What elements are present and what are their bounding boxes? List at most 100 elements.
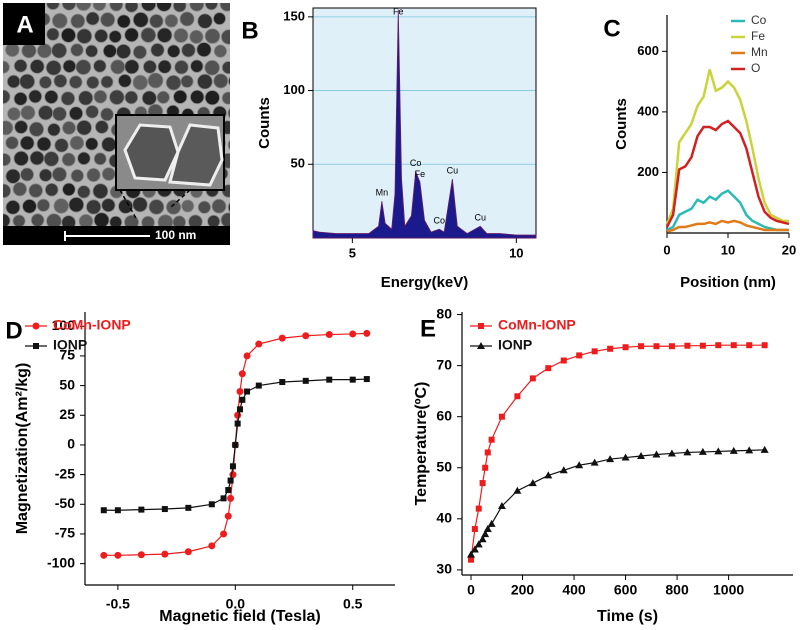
nanoparticle <box>3 60 10 74</box>
point <box>761 342 768 349</box>
nanoparticle <box>77 185 91 199</box>
y-tick-label: 40 <box>436 510 452 526</box>
point <box>607 345 614 352</box>
legend-marker <box>33 343 39 349</box>
point <box>325 331 333 339</box>
point <box>560 357 567 364</box>
inset-guide <box>169 189 191 209</box>
x-tick-label: 400 <box>562 582 586 598</box>
nanoparticle <box>109 89 125 105</box>
nanoparticle <box>38 75 52 89</box>
nanoparticle <box>94 120 109 134</box>
nanoparticle <box>47 123 61 137</box>
y-axis-title: Temperature(ºC) <box>413 382 430 506</box>
nanoparticle <box>51 12 68 29</box>
nanoparticle <box>85 105 99 119</box>
point <box>498 413 505 420</box>
nanoparticle <box>70 43 84 57</box>
nanoparticle <box>173 89 188 104</box>
nanoparticle <box>141 90 157 106</box>
y-tick-label: 200 <box>637 164 659 179</box>
nanoparticle <box>179 11 195 27</box>
point <box>161 550 169 558</box>
nanoparticle <box>124 59 140 75</box>
peak-label: Cu <box>447 165 459 175</box>
nanoparticle <box>5 168 21 184</box>
spectrum <box>312 9 537 239</box>
point <box>746 342 753 349</box>
point <box>545 365 552 372</box>
nanoparticle <box>118 198 134 214</box>
nanoparticle <box>93 212 110 228</box>
x-tick-label: 600 <box>614 582 638 598</box>
nanoparticle <box>12 181 27 197</box>
x-tick-label: 10 <box>509 245 523 260</box>
nanoparticle <box>140 27 157 43</box>
point <box>185 504 192 511</box>
point <box>487 519 496 527</box>
nanoparticle <box>118 73 132 88</box>
nanoparticle <box>220 29 230 45</box>
legend-label: CoMn-IONP <box>498 317 576 333</box>
point <box>638 343 645 350</box>
nanoparticle <box>189 3 205 12</box>
nanoparticle <box>30 213 45 227</box>
point <box>621 453 630 461</box>
nanoparticle <box>197 13 213 29</box>
point <box>234 411 242 419</box>
point <box>137 551 145 559</box>
point <box>474 540 483 548</box>
nanoparticle <box>93 152 107 166</box>
nanoparticle <box>101 136 117 153</box>
y-tick-label: 0 <box>67 436 75 452</box>
nanoparticle <box>142 59 157 74</box>
nanoparticle <box>52 106 67 122</box>
nanoparticle <box>13 59 28 73</box>
point <box>255 340 263 348</box>
nanoparticle <box>51 166 67 182</box>
plot-background <box>313 8 536 238</box>
nanoparticle <box>43 151 60 167</box>
point <box>208 501 215 508</box>
nanoparticle <box>124 3 139 13</box>
point <box>699 342 706 349</box>
nanoparticle <box>93 89 108 104</box>
nanoparticle <box>221 91 230 105</box>
x-axis-title: Position (nm) <box>680 274 776 291</box>
nanoparticle <box>100 75 114 89</box>
point <box>232 441 239 448</box>
nanoparticle <box>227 107 230 119</box>
legend-label: Mn <box>751 45 768 59</box>
y-axis-title: Counts <box>256 97 273 149</box>
nanoparticle <box>5 199 21 215</box>
point <box>559 466 568 474</box>
y-tick-label: 600 <box>637 43 659 58</box>
nanoparticle <box>46 27 60 41</box>
nanoparticle <box>92 3 107 12</box>
nanoparticle <box>78 90 94 106</box>
nanoparticle <box>116 14 131 29</box>
nanoparticle <box>110 59 126 75</box>
point <box>363 376 370 383</box>
nanoparticle <box>69 75 83 89</box>
nanoparticle <box>5 136 19 150</box>
series-line <box>665 69 789 225</box>
nanoparticle <box>38 168 53 182</box>
point <box>606 455 615 463</box>
nanoparticle <box>213 73 229 89</box>
nanoparticle <box>76 28 93 45</box>
point <box>326 376 333 383</box>
y-tick-label: 400 <box>637 103 659 118</box>
nanoparticle <box>207 214 221 228</box>
point <box>349 376 356 383</box>
nanoparticle <box>227 201 230 213</box>
point <box>227 494 235 502</box>
nanoparticle <box>6 74 21 89</box>
point <box>363 329 371 337</box>
x-tick-label: 1000 <box>713 582 744 598</box>
nanoparticle <box>165 199 182 215</box>
point <box>114 507 121 514</box>
nanoparticle <box>86 167 101 183</box>
nanoparticle <box>61 3 77 11</box>
